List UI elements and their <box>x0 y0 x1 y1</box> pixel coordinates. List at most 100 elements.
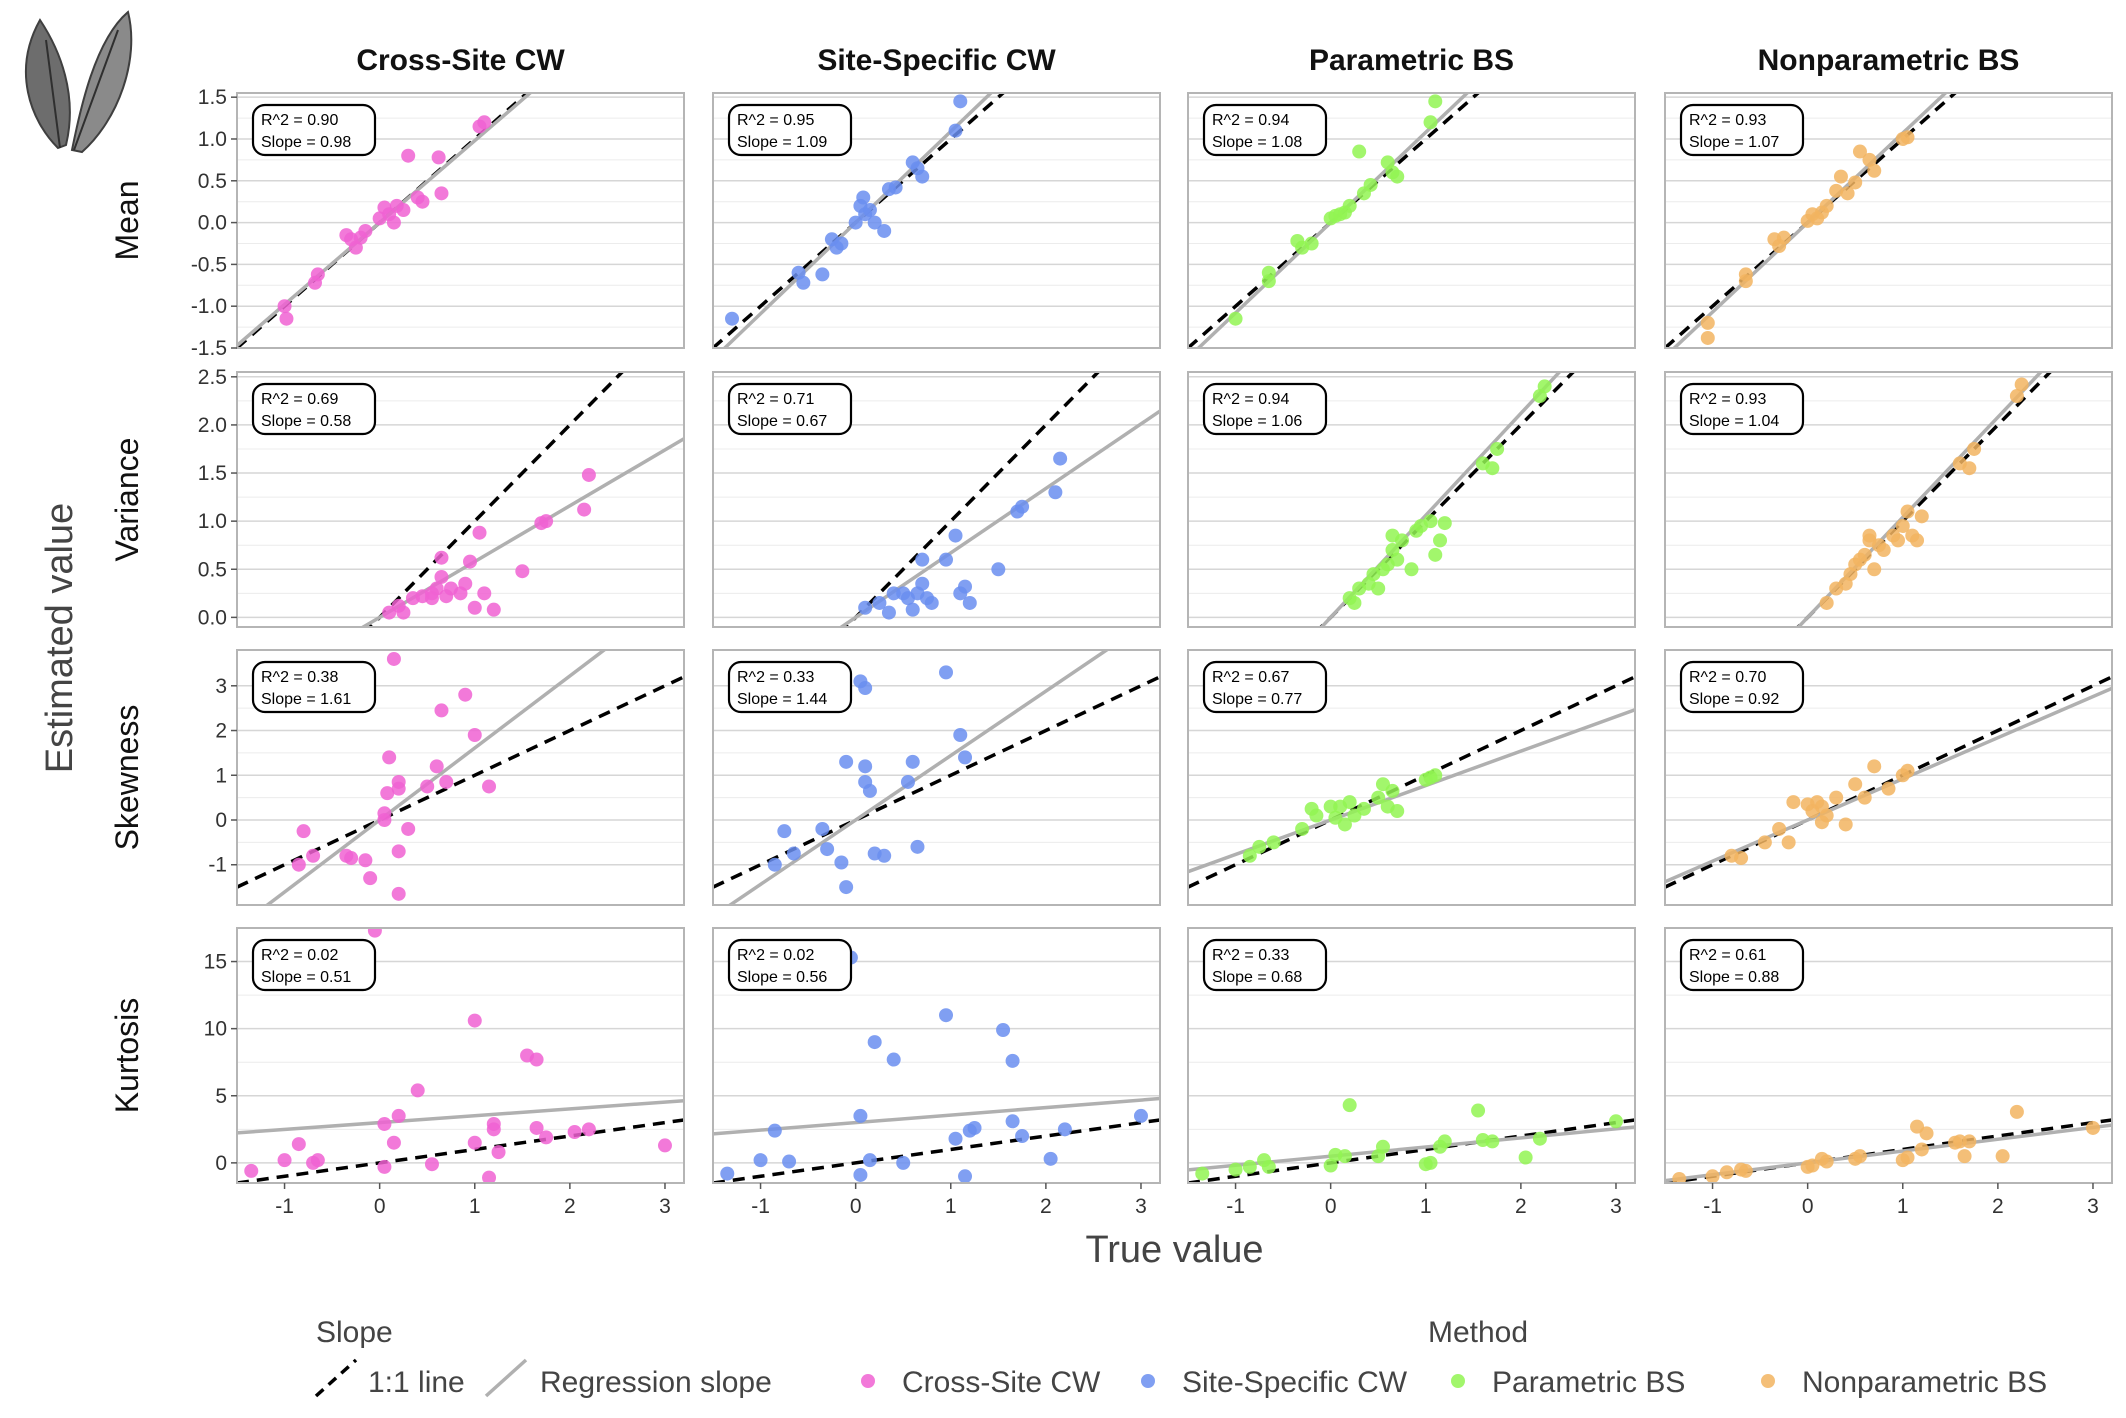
data-point <box>815 267 830 282</box>
y-tick-label: 0 <box>215 809 227 832</box>
legend-label-one-to-one: 1:1 line <box>368 1366 465 1399</box>
legend-key-regression <box>484 1358 528 1398</box>
y-axis-title: Estimated value <box>39 503 81 773</box>
data-point <box>958 1169 973 1183</box>
panel-plot-area <box>1318 372 1576 627</box>
data-point <box>1385 783 1400 798</box>
panel-border <box>1664 649 2113 906</box>
data-point <box>391 774 406 789</box>
x-tick-label: 3 <box>1610 1195 1622 1218</box>
data-point <box>386 215 401 230</box>
data-point <box>888 180 903 195</box>
data-point <box>1819 1154 1834 1169</box>
r2-label: R^2 = 0.02 <box>737 947 814 964</box>
strip-title-parametric-bs: Parametric BS <box>1309 44 1514 77</box>
data-point <box>401 148 416 163</box>
data-point <box>905 754 920 769</box>
data-point <box>948 123 963 138</box>
data-point <box>856 190 871 205</box>
row-label-skewness: Skewness <box>109 705 145 851</box>
annotation-box <box>727 382 853 436</box>
legend-label-method: Nonparametric BS <box>1802 1366 2047 1399</box>
data-point <box>529 1052 544 1067</box>
y-tick-label: 1.5 <box>198 462 227 485</box>
legend-key-dashed <box>314 1358 358 1398</box>
panel-border <box>712 92 1161 349</box>
data-point <box>1995 1149 2010 1164</box>
legend-key-point <box>861 1374 875 1388</box>
data-point <box>1043 1151 1058 1166</box>
panel-variance-cross-site-cw: R^2 = 0.69 Slope = 0.58 <box>236 371 685 628</box>
data-point <box>1371 581 1386 596</box>
data-point <box>1900 1150 1915 1165</box>
slope-label: Slope = 1.09 <box>737 134 827 151</box>
annotation-box <box>727 103 853 157</box>
data-point <box>858 681 873 696</box>
data-point <box>782 1154 797 1169</box>
data-point <box>1352 144 1367 159</box>
data-point <box>948 528 963 543</box>
data-point <box>380 786 395 801</box>
regression-line <box>722 93 994 348</box>
data-point <box>1337 1149 1352 1164</box>
x-axis-title: True value <box>1085 1229 1263 1271</box>
data-point <box>1738 1163 1753 1178</box>
data-point <box>358 223 373 238</box>
data-point <box>1295 821 1310 836</box>
data-point <box>515 564 530 579</box>
data-point <box>1252 839 1267 854</box>
y-tick-label: 5 <box>215 1085 227 1108</box>
data-point <box>915 169 930 184</box>
data-point <box>567 1125 582 1139</box>
data-point <box>1537 379 1552 394</box>
data-point <box>1900 130 1915 145</box>
panel-variance-nonparametric-bs: R^2 = 0.93 Slope = 1.04 <box>1664 371 2113 628</box>
data-point <box>539 1130 554 1145</box>
panel-skewness-cross-site-cw: R^2 = 0.38 Slope = 1.61 <box>236 649 685 906</box>
data-point <box>1428 768 1443 783</box>
data-point <box>725 311 740 326</box>
data-point <box>1228 311 1243 326</box>
data-point <box>291 1137 306 1152</box>
data-point <box>1363 177 1378 192</box>
data-point <box>1776 230 1791 245</box>
data-point <box>839 880 854 895</box>
y-tick-label: 0.5 <box>198 558 227 581</box>
data-point <box>1428 547 1443 562</box>
data-point <box>834 855 849 870</box>
data-point <box>396 203 411 218</box>
data-point <box>953 94 968 109</box>
data-point <box>1895 518 1910 533</box>
x-tick-label: 0 <box>850 1195 862 1218</box>
x-tick-label: 1 <box>469 1195 481 1218</box>
data-point <box>1738 274 1753 289</box>
panel-mean-nonparametric-bs: R^2 = 0.93 Slope = 1.07 <box>1664 92 2113 349</box>
panel-plot-area <box>1188 1098 1635 1183</box>
panel-border <box>712 371 1161 628</box>
data-point <box>1919 1126 1934 1141</box>
data-point <box>867 215 882 230</box>
data-point <box>1485 461 1500 476</box>
data-point <box>1133 1108 1148 1123</box>
annotation-box <box>1679 382 1805 436</box>
r2-label: R^2 = 0.69 <box>261 391 338 408</box>
data-point <box>1437 1134 1452 1149</box>
x-tick-label: 2 <box>564 1195 576 1218</box>
data-point <box>429 581 444 596</box>
data-point <box>958 579 973 594</box>
y-tick-label: 0 <box>215 1152 227 1175</box>
panel-plot-area <box>713 650 1160 905</box>
panel-kurtosis-parametric-bs: R^2 = 0.33 Slope = 0.68 <box>1187 927 1636 1184</box>
data-point <box>1819 808 1834 823</box>
data-point <box>1700 315 1715 330</box>
data-point <box>1375 1139 1390 1154</box>
r2-label: R^2 = 0.71 <box>737 391 814 408</box>
data-point <box>1228 1162 1243 1177</box>
data-point <box>657 1138 672 1153</box>
data-point <box>1786 795 1801 810</box>
legend-label-method: Cross-Site CW <box>902 1366 1101 1399</box>
annotation-box <box>727 660 853 714</box>
r2-label: R^2 = 0.67 <box>1212 669 1289 686</box>
data-point <box>1848 175 1863 190</box>
annotation-box <box>251 660 377 714</box>
